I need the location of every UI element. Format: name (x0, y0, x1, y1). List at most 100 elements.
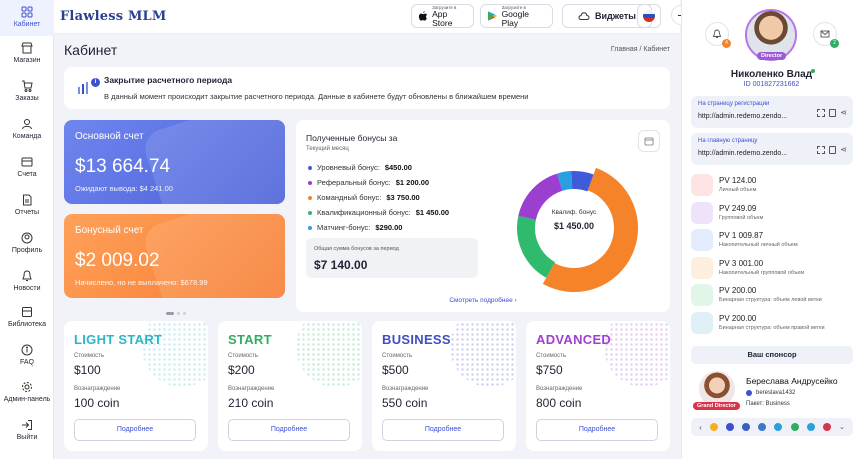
bonus-account-title: Бонусный счет (75, 225, 144, 236)
your-sponsor-button[interactable]: Ваш спонсор (691, 346, 853, 364)
nav-item-logout[interactable]: Выйти (0, 419, 54, 441)
donut-slice-4[interactable] (557, 171, 573, 191)
whatsapp-icon[interactable] (790, 423, 799, 431)
app-store-label: App Store (432, 8, 453, 28)
nav-label: Библиотека (7, 321, 47, 328)
telegram-icon[interactable] (774, 423, 783, 431)
package-card: START Стоимость $200 Вознаграждение 210 coin… (218, 321, 362, 451)
registration-link-label[interactable]: На страницу регистрации (698, 101, 770, 107)
bonus-total-label: Общая сумма бонусов за период (314, 246, 399, 252)
nav-item-cabinet[interactable]: Кабинет (0, 0, 54, 36)
nav-item-team[interactable]: Команда (0, 118, 54, 140)
sponsor-avatar[interactable] (699, 371, 735, 407)
bonus-value: $450.00 (384, 163, 412, 172)
bonus-donut-chart[interactable] (509, 163, 639, 293)
package-decoration (450, 321, 516, 387)
volume-value: PV 249.09 (719, 203, 757, 213)
facebook-icon[interactable] (742, 423, 751, 431)
qr-icon[interactable] (817, 109, 826, 117)
profile-panel: 4 2 Director Николенко Влад ID 001827231… (681, 0, 860, 459)
google-play-button[interactable]: Загрузите в Google Play (480, 4, 553, 28)
phone-icon[interactable] (726, 423, 735, 431)
volume-value: PV 200.00 (719, 313, 757, 323)
breadcrumb[interactable]: Главная / Кабинет (610, 46, 670, 53)
package-name: BUSINESS (382, 332, 451, 347)
volume-desc: Групповой объем (719, 214, 764, 221)
language-selector[interactable] (637, 4, 661, 28)
chevron-down-icon[interactable]: ⌄ (839, 424, 845, 431)
calendar-button[interactable] (638, 130, 660, 152)
nav-item-news[interactable]: Новости (0, 270, 54, 292)
bonus-row: Уровневый бонус: $450.00 (308, 163, 412, 172)
nav-item-orders[interactable]: Заказы (0, 80, 54, 102)
volume-stat-row: PV 3 001.00 Накопительный групповой объем (691, 256, 853, 280)
faq-icon (21, 344, 33, 356)
volume-value: PV 200.00 (719, 286, 757, 295)
donut-slice-0[interactable] (571, 171, 594, 192)
google-play-label: Google Play (501, 8, 529, 28)
group-piggy-icon (691, 256, 713, 279)
volume-desc: Личный объем (719, 187, 757, 193)
nav-item-admin[interactable]: Админ-панель (0, 381, 54, 403)
app-store-button[interactable]: Загрузите в App Store (411, 4, 474, 28)
bonuses-more-link[interactable]: Смотреть подробнее › (296, 297, 670, 304)
carousel-dots[interactable] (166, 308, 187, 317)
vk-icon[interactable] (758, 423, 767, 431)
copy-icon[interactable] (829, 109, 837, 117)
qr-icon[interactable] (817, 146, 826, 154)
google-play-icon (487, 11, 498, 21)
online-status-icon (811, 69, 815, 73)
package-decoration (296, 321, 362, 387)
tree-left-icon (691, 284, 713, 306)
share-icon[interactable]: ⋖ (840, 145, 847, 154)
skype-icon[interactable] (806, 423, 815, 431)
nav-item-faq[interactable]: FAQ (0, 344, 54, 366)
main-account-pending: Ожидают вывода: $4 241.00 (75, 184, 173, 193)
sponsor-package: Пакет: Business (746, 401, 790, 407)
package-details-button[interactable]: Подробнее (382, 419, 504, 441)
volume-stat-row: PV 124.00 Личный объем (691, 173, 853, 197)
messages-button[interactable]: 2 (813, 22, 839, 48)
nav-item-profile[interactable]: Профиль (0, 232, 54, 254)
nav-item-library[interactable]: Библиотека (0, 306, 54, 328)
package-reward: 550 coin (382, 396, 428, 410)
sponsor-login: bereslava1432 (756, 390, 796, 396)
volume-value: PV 124.00 (719, 176, 757, 185)
home-link-label[interactable]: На главную страницу (698, 138, 758, 144)
donut-slice-2[interactable] (542, 167, 638, 292)
registration-link-box: На страницу регистрации http://admin.red… (691, 96, 853, 128)
donut-slice-1[interactable] (518, 173, 563, 221)
package-details-button[interactable]: Подробнее (536, 419, 658, 441)
instagram-icon[interactable] (822, 423, 831, 431)
copy-icon[interactable] (829, 146, 837, 154)
nav-item-shop[interactable]: Магазин (0, 42, 54, 64)
brand-logo[interactable]: Flawless MLM (60, 9, 167, 24)
top-header: Flawless MLM Загрузите в App Store Загруз… (54, 0, 680, 34)
bonus-account-card[interactable]: Бонусный счет $2 009.02 Начислено, но не… (64, 214, 285, 298)
email-icon[interactable] (709, 423, 718, 431)
donut-center-value: $1 450.00 (553, 221, 595, 231)
chevron-left-icon[interactable]: ‹ (699, 423, 702, 432)
main-account-card[interactable]: Основной счет $13 664.74 Ожидают вывода:… (64, 120, 285, 204)
share-icon[interactable]: ⋖ (840, 108, 847, 117)
bonus-row: Матчинг-бонус: $290.00 (308, 223, 402, 232)
package-details-button[interactable]: Подробнее (74, 419, 196, 441)
bonus-total-value: $7 140.00 (314, 258, 368, 272)
notice-title: i Закрытие расчетного периода (91, 75, 232, 87)
package-reward-label: Вознаграждение (228, 386, 275, 392)
volume-desc: Бинарная структура: объем левой ветки (719, 297, 822, 303)
notifications-button[interactable]: 4 (705, 22, 731, 48)
donut-slice-3[interactable] (517, 215, 556, 278)
package-details-button[interactable]: Подробнее (228, 419, 350, 441)
nav-label: FAQ (19, 359, 34, 366)
nav-item-reports[interactable]: Отчеты (0, 194, 54, 216)
volume-desc: Бинарная структура: объем правой ветки (719, 324, 825, 331)
user-id: ID 001827231662 (743, 81, 800, 88)
volume-desc: Накопительный групповой объем (719, 269, 805, 276)
team-icon (22, 119, 32, 130)
nav-label: Счета (17, 171, 37, 178)
package-cost: $750 (536, 363, 563, 377)
nav-item-accounts[interactable]: Счета (0, 156, 54, 178)
sidebar-nav: Кабинет Магазин Заказы Команда Счета Отч… (0, 0, 54, 459)
bonus-account-balance: $2 009.02 (75, 250, 160, 271)
